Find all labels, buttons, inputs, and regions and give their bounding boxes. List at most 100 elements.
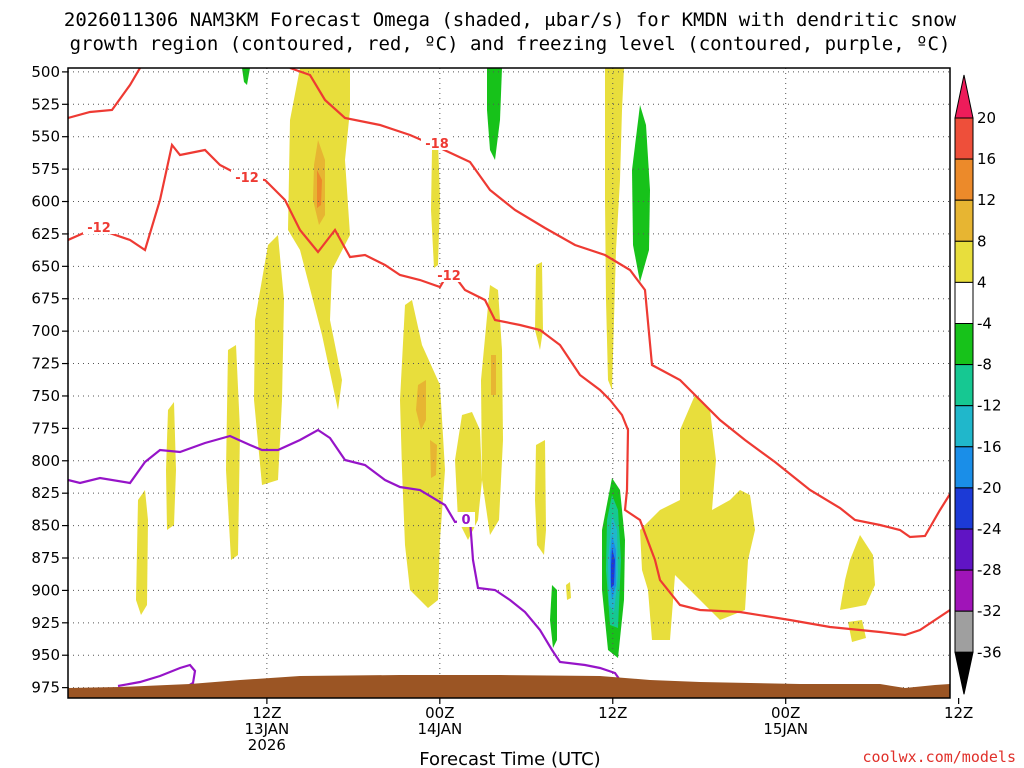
y-tick-label: 800 (31, 452, 60, 470)
colorbar-swatch (954, 323, 974, 366)
omega-positive-region (400, 300, 445, 608)
colorbar: 20 16 12 8 4 -4 -8 -12 -16 -20 -24 -28 -32 -36 (954, 74, 1002, 695)
omega-positive-region (430, 440, 437, 478)
red-contour-middle (68, 142, 950, 637)
y-tick-label: 525 (31, 95, 60, 113)
colorbar-top-arrow (954, 74, 974, 119)
y-tick-label: 825 (31, 484, 60, 502)
red-contour-upper (289, 68, 950, 539)
colorbar-label: -24 (977, 520, 1002, 538)
y-tick-label: 650 (31, 257, 60, 275)
x-tick-label: 14JAN (417, 720, 462, 738)
credit-text: coolwx.com/models (862, 748, 1016, 766)
contour-label-bg (457, 512, 475, 527)
x-tick-label: 12Z (598, 704, 627, 722)
colorbar-label: 20 (977, 109, 996, 127)
colorbar-swatch (954, 405, 974, 448)
colorbar-label: -28 (977, 561, 1002, 579)
purple-contour (68, 428, 623, 684)
x-tick-label: 12Z (252, 704, 281, 722)
x-tick-label: 00Z (771, 704, 800, 722)
colorbar-label: 16 (977, 150, 996, 168)
omega-positive-region (455, 412, 482, 540)
colorbar-label: 4 (977, 273, 987, 291)
omega-positive-region (605, 68, 624, 390)
colorbar-swatch (954, 446, 974, 489)
y-tick-label: 775 (31, 419, 60, 437)
chart-title-line-1: 2026011306 NAM3KM Forecast Omega (shaded… (64, 9, 957, 31)
y-tick-label: 675 (31, 290, 60, 308)
colorbar-swatch (954, 117, 974, 160)
contour-label-bg (421, 136, 453, 150)
y-tick-label: 625 (31, 225, 60, 243)
y-tick-label: 900 (31, 581, 60, 599)
y-tick-label: 500 (31, 63, 60, 81)
dendritic-contours (68, 68, 950, 637)
x-tick-label: 15JAN (763, 720, 808, 738)
omega-negative-region (550, 585, 557, 648)
y-tick-label: 725 (31, 355, 60, 373)
y-tick-label: 575 (31, 160, 60, 178)
colorbar-swatch (954, 487, 974, 530)
omega-positive-region (254, 235, 284, 485)
x-axis-title: Forecast Time (UTC) (419, 749, 600, 768)
colorbar-label: -4 (977, 315, 992, 333)
purple-contour (117, 663, 197, 688)
omega-positive-region (416, 380, 426, 430)
omega-positive-region (166, 402, 176, 530)
omega-positive-region (491, 355, 496, 395)
contour-label-bg (231, 170, 263, 184)
x-tick-label: 00Z (425, 704, 454, 722)
omega-positive-region (640, 395, 755, 640)
colorbar-label: -20 (977, 479, 1002, 497)
plot-frame (67, 67, 951, 699)
y-tick-label: 600 (31, 193, 60, 211)
colorbar-swatch (954, 528, 974, 571)
y-axis: 500 525 550 575 600 625 650 675 700 725 750 775 800 8… (31, 63, 68, 697)
omega-positive-region (317, 170, 322, 208)
omega-negative-region (487, 68, 502, 160)
omega-positive-region (840, 535, 875, 610)
red-contour-labels: -18 -12 -12 -12 (83, 136, 465, 284)
red-contour-upper (68, 68, 141, 120)
omega-positive-region (288, 68, 350, 410)
contour-label-red: -12 (235, 171, 259, 186)
omega-positive-region (848, 620, 866, 642)
colorbar-swatch (954, 281, 974, 324)
y-tick-label: 550 (31, 128, 60, 146)
terrain-ground (68, 675, 950, 698)
omega-positive-region (136, 490, 148, 615)
omega-positive-region (535, 440, 546, 555)
y-tick-label: 925 (31, 614, 60, 632)
freezing-level-contour (68, 428, 623, 688)
y-tick-label: 750 (31, 387, 60, 405)
y-tick-label: 700 (31, 322, 60, 340)
x-tick-label: 13JAN (245, 720, 290, 738)
omega-positive-region (431, 140, 440, 268)
plot-area: -18 -12 -12 -12 0 (68, 68, 950, 698)
omega-positive-region (481, 285, 503, 535)
colorbar-label: -32 (977, 602, 1002, 620)
colorbar-label: 8 (977, 232, 987, 250)
colorbar-label: -12 (977, 397, 1002, 415)
contour-label-red: -12 (87, 221, 111, 236)
colorbar-label: -36 (977, 643, 1002, 661)
colorbar-label: 12 (977, 191, 996, 209)
omega-positive-region (566, 582, 571, 600)
colorbar-bottom-arrow (954, 651, 974, 695)
contour-label-red: -18 (425, 137, 449, 152)
x-tick-label: 2026 (248, 736, 286, 754)
y-tick-label: 975 (31, 679, 60, 697)
colorbar-swatch (954, 240, 974, 283)
omega-positive-region (226, 345, 240, 560)
omega-positive-region (535, 262, 543, 350)
omega-negative-region (632, 105, 650, 282)
colorbar-swatch (954, 569, 974, 612)
x-tick-label: 12Z (944, 704, 973, 722)
contour-label-bg (83, 220, 115, 234)
omega-shading (136, 68, 875, 658)
colorbar-swatch (954, 610, 974, 653)
colorbar-swatch (954, 158, 974, 201)
